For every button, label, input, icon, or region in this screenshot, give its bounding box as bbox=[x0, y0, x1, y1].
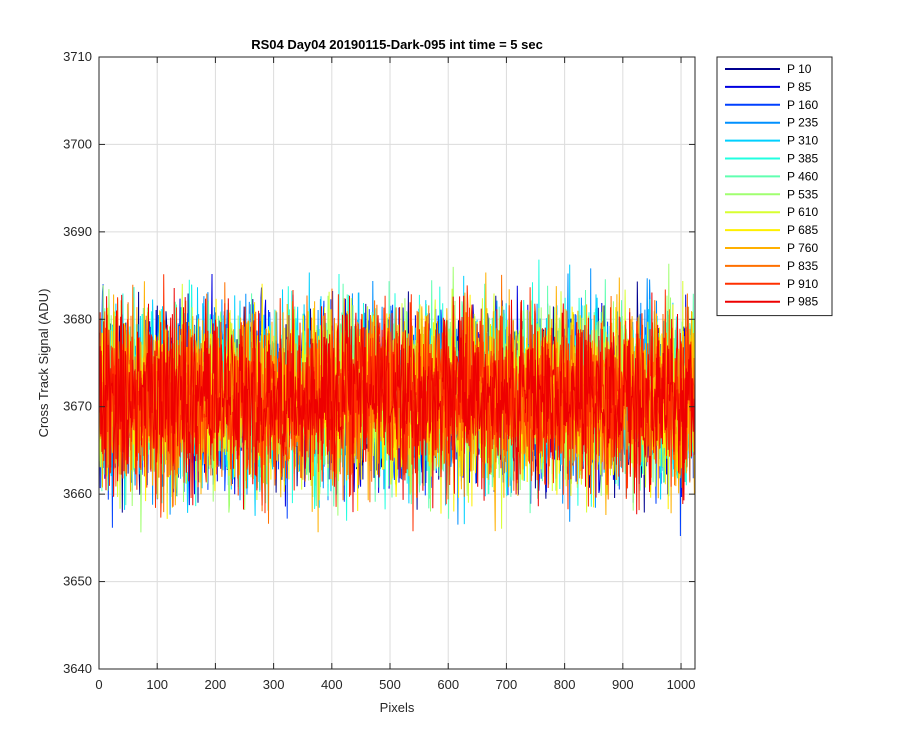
y-tick-label: 3670 bbox=[63, 399, 92, 414]
legend: P 10 P 85 P 160 P 235 P 310 P 385 P 460 P 535 P … bbox=[717, 57, 832, 316]
legend-entry-label: P 910 bbox=[787, 277, 818, 291]
x-tick-label: 300 bbox=[263, 677, 285, 692]
legend-entry-label: P 835 bbox=[787, 259, 818, 273]
y-tick-label: 3680 bbox=[63, 311, 92, 326]
legend-entry-label: P 235 bbox=[787, 116, 818, 130]
legend-entry-label: P 385 bbox=[787, 152, 818, 166]
chart-title: RS04 Day04 20190115-Dark-095 int time = … bbox=[251, 37, 543, 52]
y-axis-label: Cross Track Signal (ADU) bbox=[36, 289, 51, 438]
legend-entry-label: P 535 bbox=[787, 187, 818, 201]
x-tick-label: 0 bbox=[95, 677, 102, 692]
x-tick-label: 400 bbox=[321, 677, 343, 692]
y-tick-label: 3700 bbox=[63, 136, 92, 151]
legend-entry-label: P 310 bbox=[787, 134, 818, 148]
legend-entry-label: P 85 bbox=[787, 80, 812, 94]
x-tick-label: 900 bbox=[612, 677, 634, 692]
legend-entry-label: P 460 bbox=[787, 169, 818, 183]
x-tick-label: 700 bbox=[496, 677, 518, 692]
x-tick-label: 600 bbox=[437, 677, 459, 692]
legend-entry-label: P 985 bbox=[787, 295, 818, 309]
legend-entry-label: P 685 bbox=[787, 223, 818, 237]
x-tick-label: 800 bbox=[554, 677, 576, 692]
x-tick-label: 500 bbox=[379, 677, 401, 692]
legend-entry-label: P 160 bbox=[787, 98, 818, 112]
legend-entry-label: P 10 bbox=[787, 62, 812, 76]
chart-root: 0 100 200 300 400 500 600 700 800 900 1000 3640 3650… bbox=[0, 0, 900, 750]
x-tick-label: 1000 bbox=[667, 677, 696, 692]
y-tick-label: 3690 bbox=[63, 224, 92, 239]
y-tick-label: 3640 bbox=[63, 661, 92, 676]
x-tick-label: 200 bbox=[205, 677, 227, 692]
y-tick-label: 3710 bbox=[63, 49, 92, 64]
y-tick-label: 3660 bbox=[63, 486, 92, 501]
y-tick-label: 3650 bbox=[63, 574, 92, 589]
x-axis-label: Pixels bbox=[380, 700, 415, 715]
legend-entry-label: P 610 bbox=[787, 205, 818, 219]
x-tick-label: 100 bbox=[146, 677, 168, 692]
legend-entry-label: P 760 bbox=[787, 241, 818, 255]
